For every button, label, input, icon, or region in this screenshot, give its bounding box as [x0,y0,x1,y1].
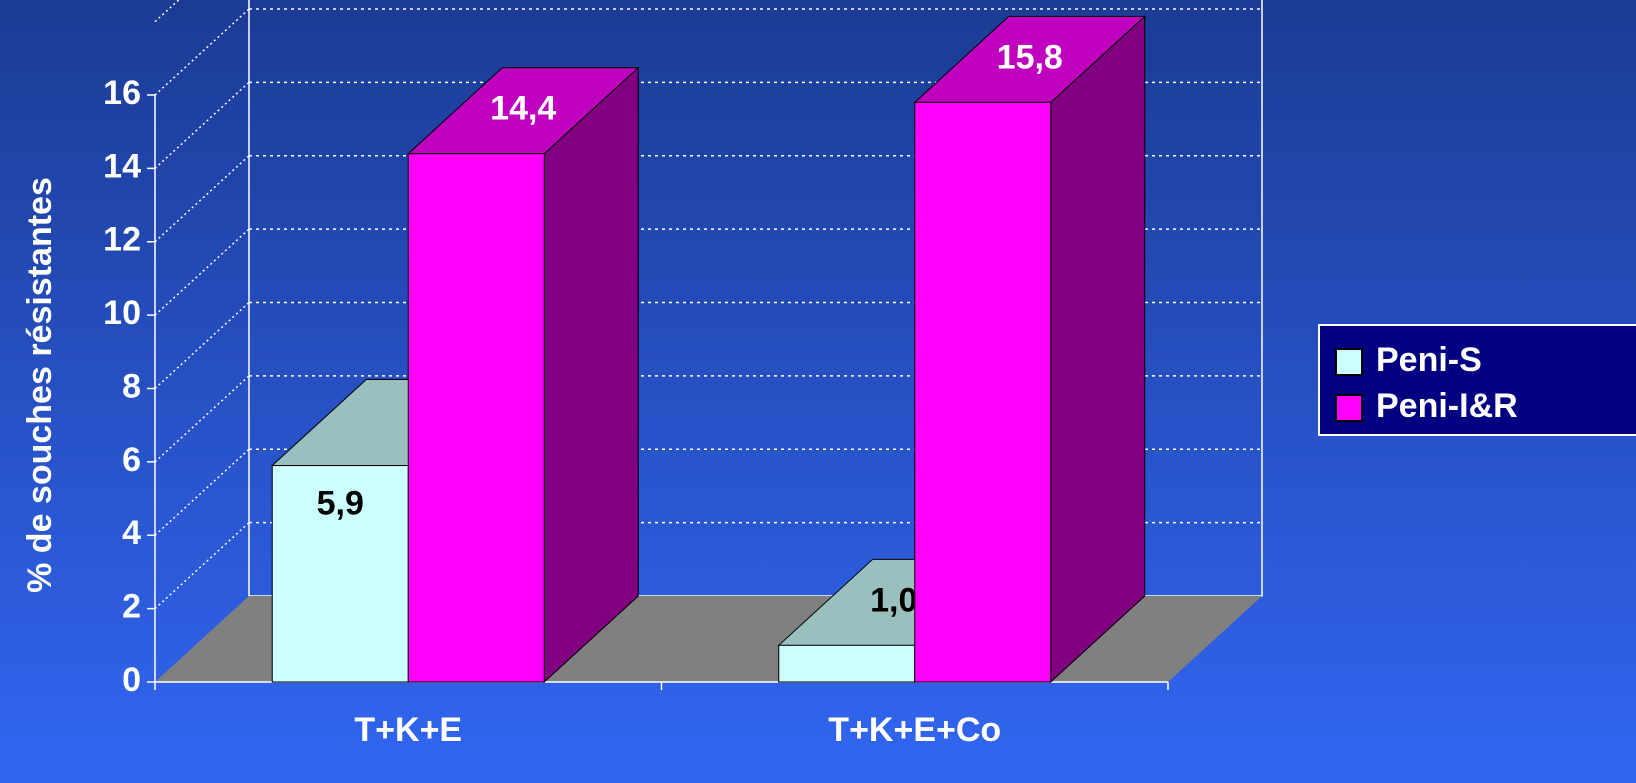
y-axis-label: % de souches résistantes [21,177,59,593]
x-tick-label: T+K+E [354,711,462,749]
grid-line [154,81,250,169]
grid-line [154,301,250,390]
grid-line [154,155,250,243]
bar [914,101,1052,683]
bar [271,465,409,683]
y-tick-label: 6 [122,441,141,479]
y-tick-label: 10 [103,294,141,332]
y-tick-label: 12 [103,221,141,259]
grid-line [154,522,250,610]
y-tick-label: 2 [122,588,141,626]
y-tick-label: 14 [103,147,141,185]
y-tick-label: 8 [122,367,141,405]
value-label: 15,8 [997,38,1063,76]
grid-line [154,228,250,316]
value-label: 5,9 [317,485,364,523]
bar-side [1050,15,1146,684]
legend-label: Peni-S [1376,341,1482,379]
legend-box [1318,324,1636,436]
left-wall-edge [154,0,180,23]
legend-label: Peni-I&R [1376,387,1518,425]
y-tick-label: 16 [103,74,141,112]
grid-line [154,448,250,536]
y-tick-label: 0 [122,661,141,699]
y-tick-label: 4 [122,514,141,552]
value-label: 14,4 [490,90,556,128]
grid-line [154,375,250,463]
grid-line [154,8,250,96]
bar-side [543,66,639,684]
value-label: 1,0 [870,581,917,619]
legend-swatch [1335,348,1363,376]
x-tick-label: T+K+E+Co [828,711,1001,749]
legend-swatch [1335,394,1363,422]
bar [778,644,916,683]
bar [407,153,545,683]
